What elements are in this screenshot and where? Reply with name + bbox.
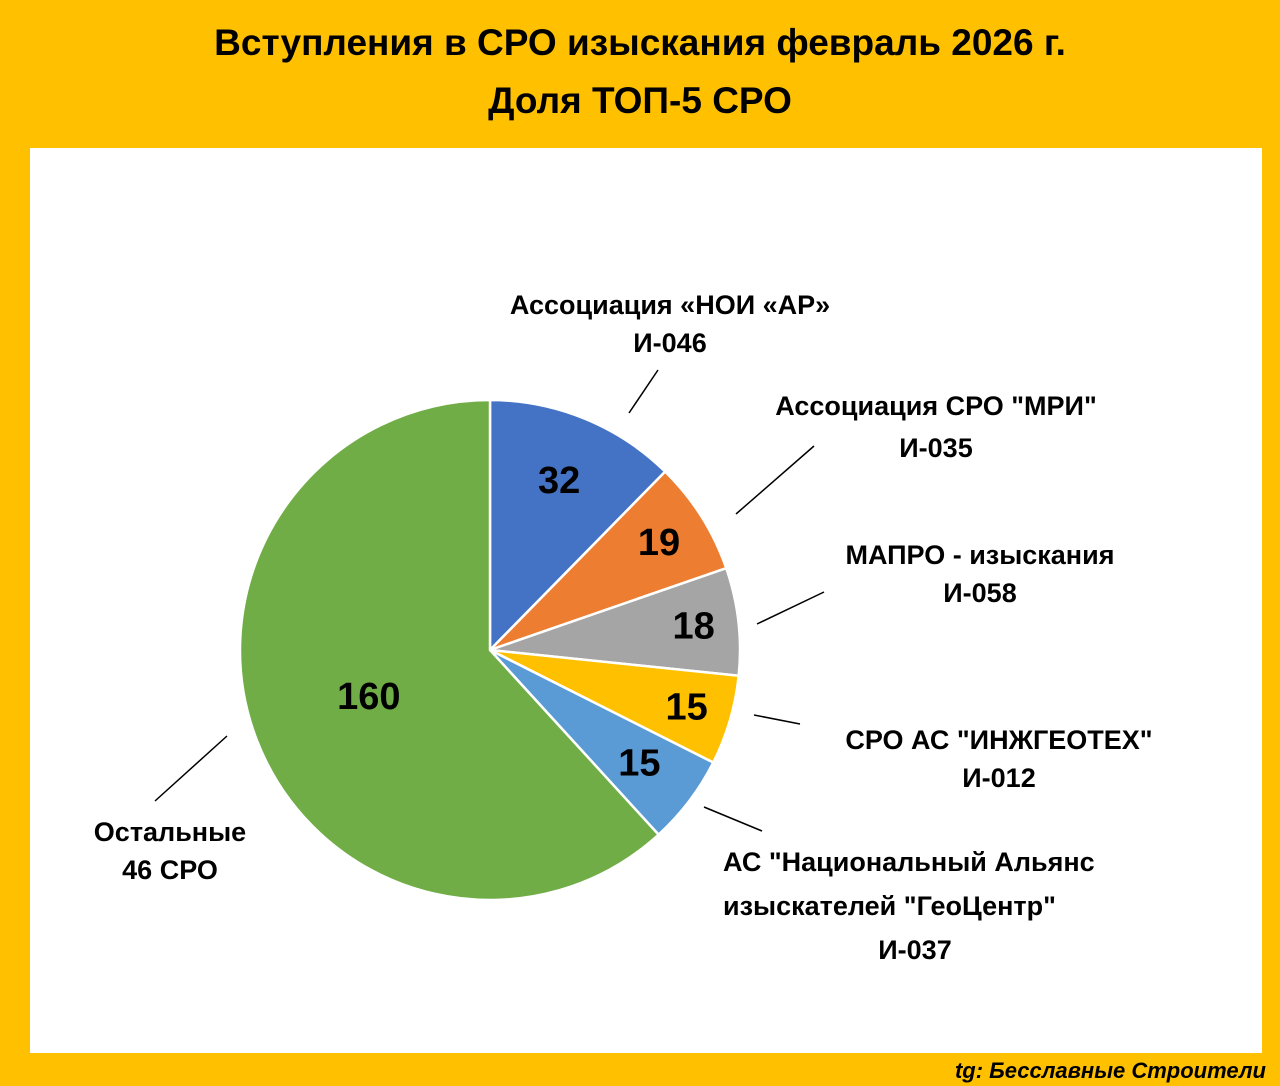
slice-value-label: 15 bbox=[666, 687, 708, 729]
leader-line bbox=[154, 735, 228, 802]
slice-category-label: СРО АС "ИНЖГЕОТЕХ" И-012 bbox=[845, 725, 1152, 793]
slice-label-line: СРО АС "ИНЖГЕОТЕХ" bbox=[845, 725, 1152, 755]
pie-slice-1 bbox=[488, 398, 667, 652]
slice-category-label: Ассоциация «НОИ «АР» И-046 bbox=[510, 290, 830, 358]
slice-label-line: И-037 bbox=[878, 935, 951, 965]
leader-line bbox=[703, 806, 763, 832]
chart-subtitle: Доля ТОП-5 СРО bbox=[488, 80, 792, 121]
leader-line bbox=[753, 714, 801, 725]
leader-line bbox=[756, 591, 825, 625]
chart-title: Вступления в СРО изыскания февраль 2026 … bbox=[214, 22, 1066, 63]
slice-category-label: АС "Национальный Альянс изыскателей "ГеоЦ… bbox=[723, 847, 1095, 965]
slice-value-label: 32 bbox=[538, 460, 580, 502]
leader-line bbox=[628, 369, 659, 414]
slice-label-line: И-012 bbox=[962, 763, 1035, 793]
leader-line bbox=[735, 445, 815, 515]
pie-slice-6 bbox=[238, 398, 660, 902]
source-caption: tg: Бесславные Строители bbox=[954, 1058, 1266, 1083]
slice-label-line: И-058 bbox=[943, 578, 1016, 608]
slice-label-line: АС "Национальный Альянс bbox=[723, 847, 1095, 877]
slice-category-label: Остальные 46 СРО bbox=[94, 817, 246, 885]
slice-category-label: МАПРО - изыскания И-058 bbox=[846, 540, 1115, 608]
slice-category-label: Ассоциация СРО "МРИ" И-035 bbox=[775, 391, 1097, 463]
slice-label-line: МАПРО - изыскания bbox=[846, 540, 1115, 570]
slice-value-label: 160 bbox=[337, 676, 400, 718]
plot-area: 32 19 18 15 15 160 Ассоциация «НОИ «АР» И-046 Ас… bbox=[30, 148, 1262, 1053]
slice-label-line: изыскателей "ГеоЦентр" bbox=[723, 891, 1056, 921]
slice-value-label: 15 bbox=[618, 742, 660, 784]
slice-label-line: И-035 bbox=[899, 433, 972, 463]
slice-label-line: Остальные bbox=[94, 817, 246, 847]
slice-value-label: 19 bbox=[638, 522, 680, 564]
slice-value-label: 18 bbox=[672, 605, 714, 647]
slice-label-line: И-046 bbox=[633, 328, 706, 358]
pie-slice-3 bbox=[488, 566, 742, 677]
pie-slice-2 bbox=[488, 470, 728, 652]
slice-label-line: Ассоциация СРО "МРИ" bbox=[775, 391, 1097, 421]
slice-label-line: 46 СРО bbox=[122, 855, 218, 885]
slice-label-line: Ассоциация «НОИ «АР» bbox=[510, 290, 830, 320]
